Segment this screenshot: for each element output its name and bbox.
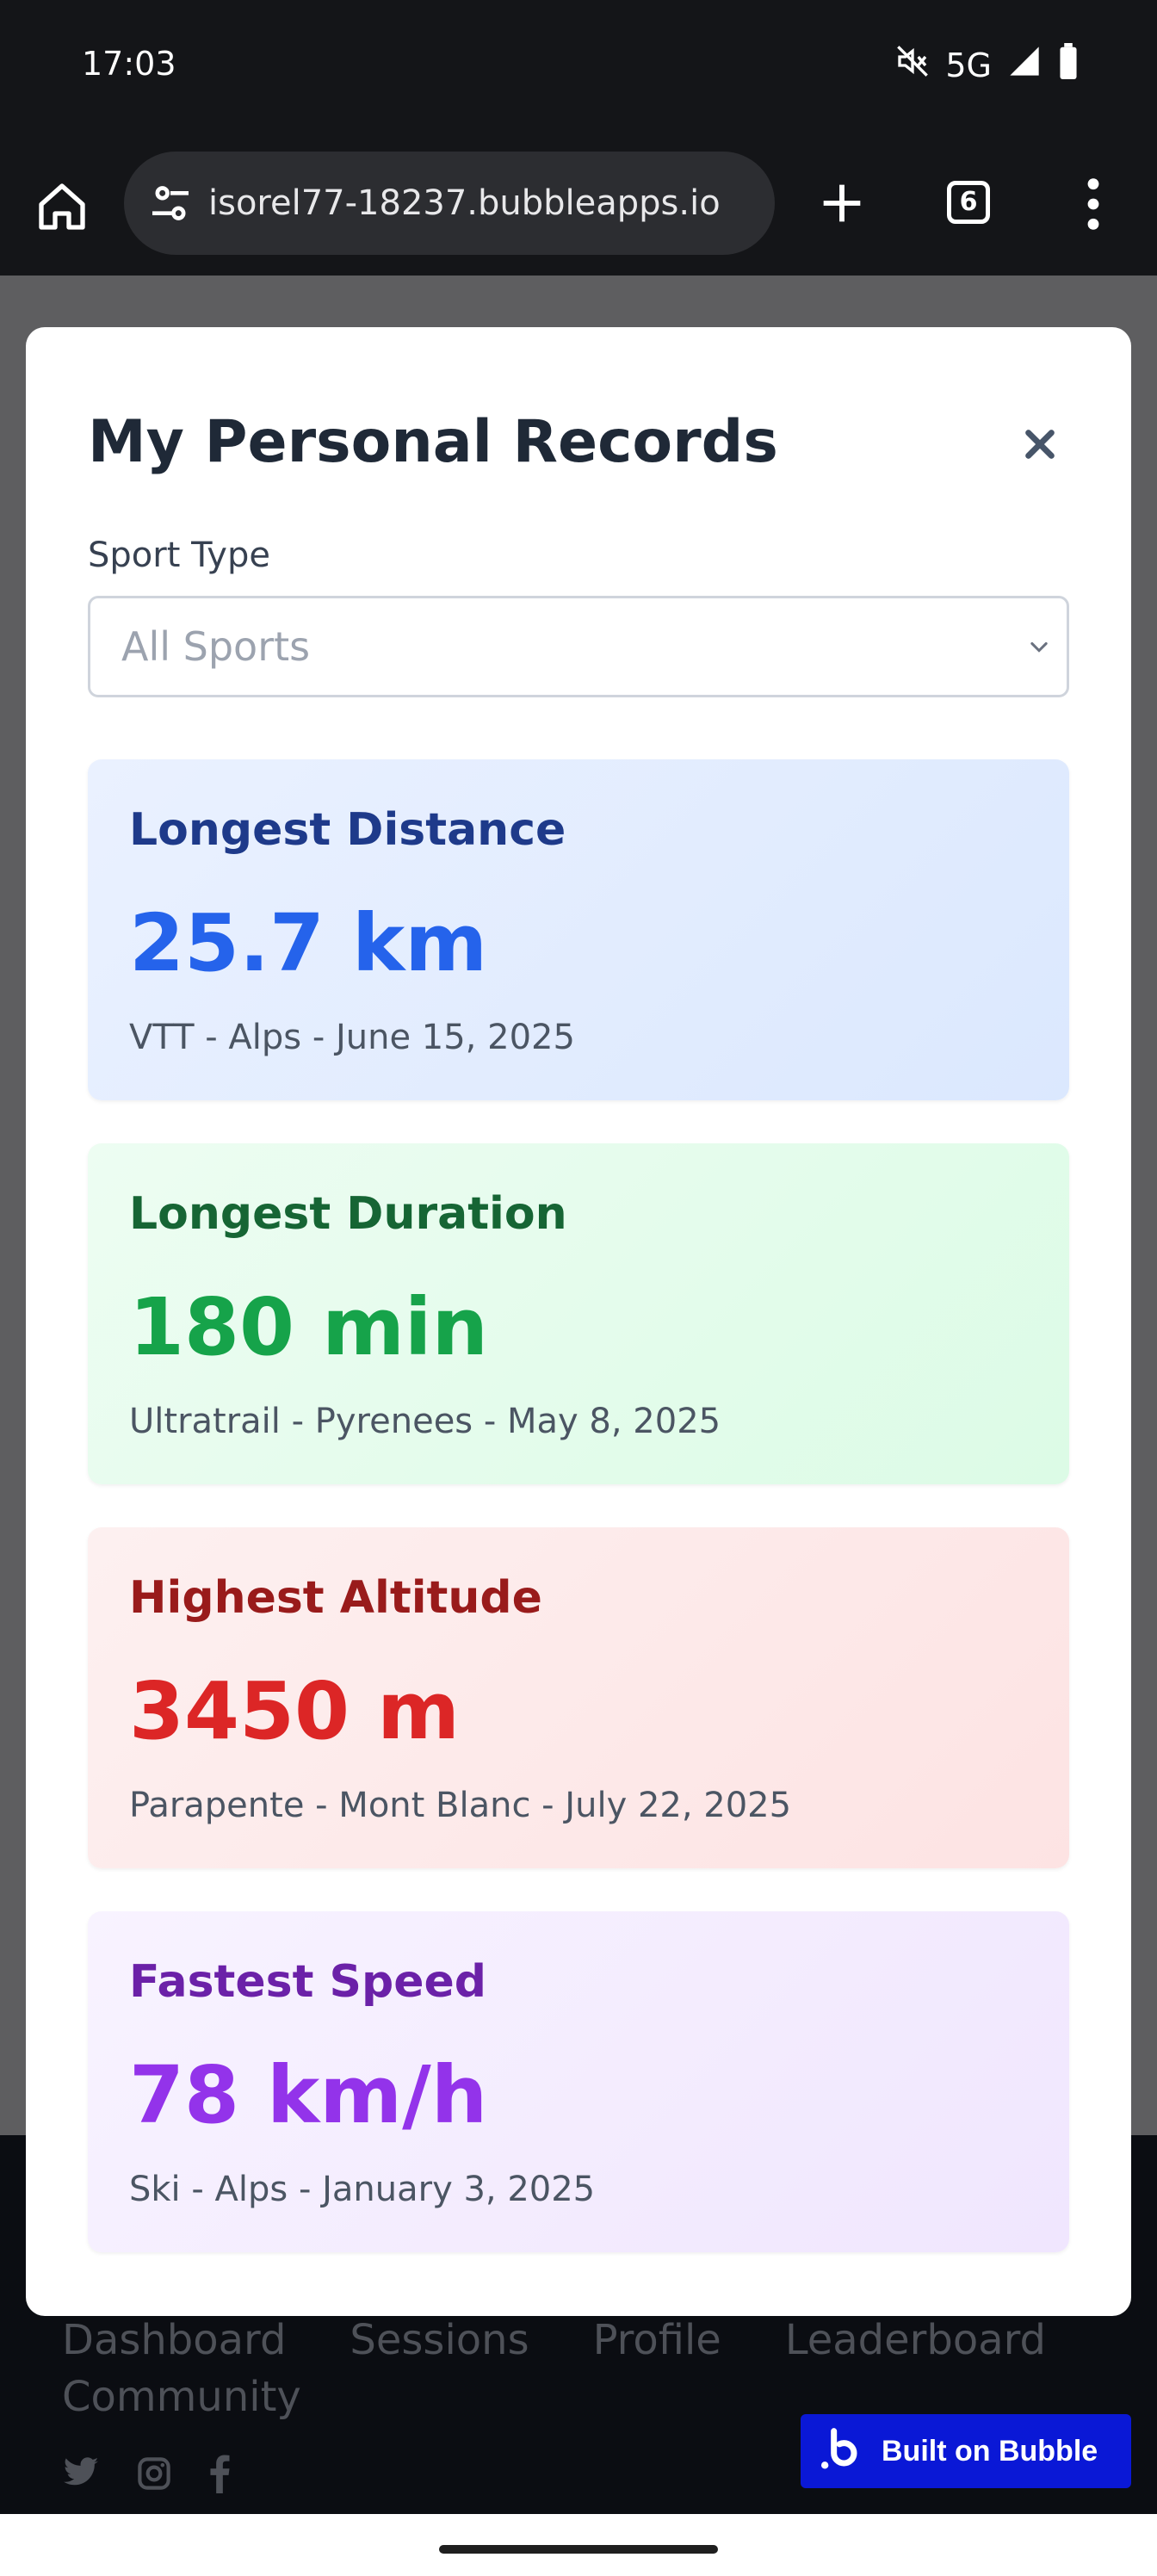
modal-title: My Personal Records xyxy=(88,408,778,476)
footer-link-dashboard[interactable]: Dashboard xyxy=(62,2316,287,2364)
plus-icon[interactable] xyxy=(814,176,869,231)
network-type: 5G xyxy=(945,46,992,84)
tabs-icon[interactable]: 6 xyxy=(947,181,990,224)
gesture-bar xyxy=(0,2514,1157,2576)
address-bar[interactable]: isorel77-18237.bubbleapps.io xyxy=(124,152,775,255)
sport-type-selected: All Sports xyxy=(121,623,311,670)
built-on-bubble-badge[interactable]: Built on Bubble xyxy=(801,2414,1131,2488)
record-title: Longest Duration xyxy=(129,1188,567,1240)
record-card-longest-duration: Longest Duration 180 min Ultratrail - Py… xyxy=(88,1143,1069,1484)
status-time: 17:03 xyxy=(82,45,176,83)
bubble-logo-icon xyxy=(818,2427,866,2475)
personal-records-modal: My Personal Records Sport Type All Sport… xyxy=(26,327,1131,2316)
status-bar: 17:03 5G xyxy=(0,0,1157,138)
social-links xyxy=(62,2454,231,2497)
record-card-longest-distance: Longest Distance 25.7 km VTT - Alps - Ju… xyxy=(88,759,1069,1100)
twitter-icon[interactable] xyxy=(62,2456,100,2494)
record-value: 3450 m xyxy=(129,1665,460,1757)
gesture-handle[interactable] xyxy=(439,2545,718,2554)
status-icons: 5G xyxy=(895,43,1080,87)
more-vert-icon[interactable] xyxy=(1076,174,1111,234)
record-meta: Ski - Alps - January 3, 2025 xyxy=(129,2170,596,2209)
badge-label: Built on Bubble xyxy=(882,2434,1098,2468)
chevron-down-icon xyxy=(1027,635,1051,659)
signal-icon xyxy=(1007,44,1042,86)
browser-toolbar: isorel77-18237.bubbleapps.io 6 xyxy=(0,138,1157,276)
battery-icon xyxy=(1057,43,1080,87)
mute-icon xyxy=(895,44,930,86)
record-meta: Parapente - Mont Blanc - July 22, 2025 xyxy=(129,1786,792,1825)
record-value: 180 min xyxy=(129,1281,488,1373)
record-title: Highest Altitude xyxy=(129,1572,542,1624)
record-title: Fastest Speed xyxy=(129,1956,486,2008)
record-card-highest-altitude: Highest Altitude 3450 m Parapente - Mont… xyxy=(88,1527,1069,1868)
sport-type-select[interactable]: All Sports xyxy=(88,596,1069,697)
record-value: 25.7 km xyxy=(129,897,488,989)
record-card-fastest-speed: Fastest Speed 78 km/h Ski - Alps - Janua… xyxy=(88,1911,1069,2252)
footer-link-profile[interactable]: Profile xyxy=(592,2316,721,2364)
record-title: Longest Distance xyxy=(129,804,566,856)
record-value: 78 km/h xyxy=(129,2049,488,2141)
sport-type-label: Sport Type xyxy=(88,536,270,575)
record-meta: VTT - Alps - June 15, 2025 xyxy=(129,1018,575,1057)
close-button[interactable] xyxy=(1016,420,1064,468)
instagram-icon[interactable] xyxy=(136,2455,172,2495)
tune-icon[interactable] xyxy=(146,179,195,227)
url-text[interactable]: isorel77-18237.bubbleapps.io xyxy=(208,183,721,223)
footer-link-leaderboard[interactable]: Leaderboard xyxy=(784,2316,1047,2364)
home-icon[interactable] xyxy=(34,179,90,234)
footer-nav: Dashboard Sessions Profile Leaderboard C… xyxy=(62,2316,1095,2421)
close-icon xyxy=(1025,430,1055,459)
facebook-icon[interactable] xyxy=(208,2454,231,2497)
footer-link-sessions[interactable]: Sessions xyxy=(350,2316,529,2364)
record-meta: Ultratrail - Pyrenees - May 8, 2025 xyxy=(129,1402,721,1441)
footer-link-community[interactable]: Community xyxy=(62,2373,301,2421)
